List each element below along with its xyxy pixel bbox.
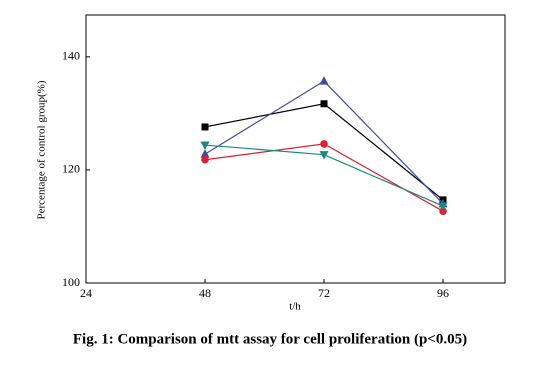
y-tick-label: 120 <box>62 162 80 176</box>
x-tick-label: 72 <box>318 286 330 300</box>
x-tick-label: 96 <box>437 286 449 300</box>
marker <box>319 76 329 85</box>
x-tick-label: 48 <box>199 286 211 300</box>
plot-frame <box>85 14 506 284</box>
marker <box>201 123 209 131</box>
marker <box>200 141 210 151</box>
marker <box>320 100 328 108</box>
y-tick-label: 100 <box>62 275 80 289</box>
x-tick-label: 24 <box>80 286 92 300</box>
marker <box>201 155 209 164</box>
chart-caption: Fig. 1: Comparison of mtt assay for cell… <box>73 331 467 347</box>
y-axis-title: Percentage of control group(%) <box>36 80 48 219</box>
y-tick-label: 140 <box>62 49 80 63</box>
marker <box>439 207 447 215</box>
marker <box>319 151 329 160</box>
marker <box>320 140 328 148</box>
marker <box>438 202 448 212</box>
marker <box>200 149 210 158</box>
x-axis-title: t/h <box>289 301 301 313</box>
